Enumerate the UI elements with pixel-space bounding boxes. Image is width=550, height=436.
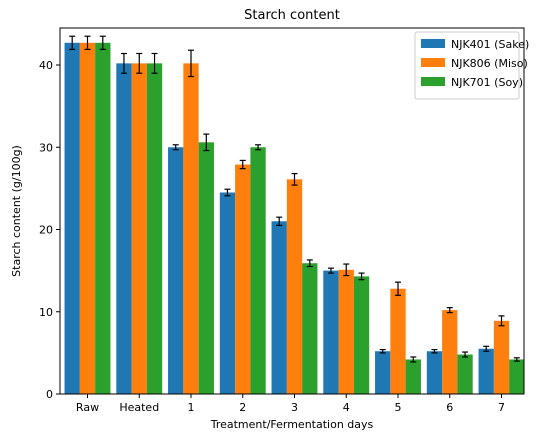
plot-frame <box>59 27 525 395</box>
bar <box>271 221 287 394</box>
legend-swatch <box>421 39 445 48</box>
bar <box>131 63 147 394</box>
bar <box>405 359 421 394</box>
x-tick-label: 7 <box>498 401 505 414</box>
legend-swatch <box>421 77 445 86</box>
y-tick-label: 40 <box>39 59 53 72</box>
bar <box>64 42 80 394</box>
x-tick-label: Raw <box>76 401 99 414</box>
x-tick-label: 2 <box>239 401 246 414</box>
legend: NJK401 (Sake) NJK806 (Miso) NJK701 (Soy) <box>414 31 529 100</box>
bar <box>235 164 251 394</box>
x-tick-label: Heated <box>119 401 159 414</box>
y-axis-label: Starch content (g/100g) <box>10 145 23 277</box>
y-tick-label: 20 <box>39 224 53 237</box>
bar <box>116 63 132 394</box>
x-tick-label: 3 <box>291 401 298 414</box>
bar <box>338 269 354 394</box>
bars-layer <box>64 42 525 394</box>
x-axis-label: Treatment/Fermentation days <box>210 418 374 431</box>
bar <box>168 147 184 394</box>
legend-swatch <box>421 58 445 67</box>
bar <box>198 142 214 394</box>
bar <box>183 63 199 394</box>
bar <box>286 179 303 394</box>
bar <box>493 320 510 394</box>
x-tick-label: 5 <box>395 401 402 414</box>
bar <box>509 359 525 394</box>
x-axis: Raw Heated 1 2 3 4 5 6 7 <box>76 394 505 414</box>
x-tick-label: 4 <box>343 401 350 414</box>
x-tick-label: 6 <box>446 401 453 414</box>
bar <box>219 192 236 394</box>
y-tick-label: 30 <box>39 141 53 154</box>
error-bars-layer <box>69 35 520 363</box>
bar <box>323 270 339 394</box>
x-tick-label: 1 <box>188 401 195 414</box>
bar <box>390 288 406 394</box>
bar <box>353 276 370 394</box>
y-tick-label: 10 <box>39 306 53 319</box>
bar <box>442 310 458 394</box>
bar <box>302 263 318 394</box>
y-tick-label: 0 <box>46 388 53 401</box>
bar <box>146 63 163 394</box>
bar <box>250 147 266 394</box>
bar <box>426 351 443 394</box>
legend-label: NJK701 (Soy) <box>451 76 523 89</box>
bar <box>95 42 111 394</box>
bar <box>79 42 96 394</box>
legend-label: NJK401 (Sake) <box>451 38 529 51</box>
legend-label: NJK806 (Miso) <box>451 57 528 70</box>
chart-title: Starch content <box>244 8 340 23</box>
bar <box>478 348 494 394</box>
y-axis: 0 10 20 30 40 <box>39 59 60 401</box>
bar <box>457 354 473 394</box>
bar <box>375 351 391 394</box>
